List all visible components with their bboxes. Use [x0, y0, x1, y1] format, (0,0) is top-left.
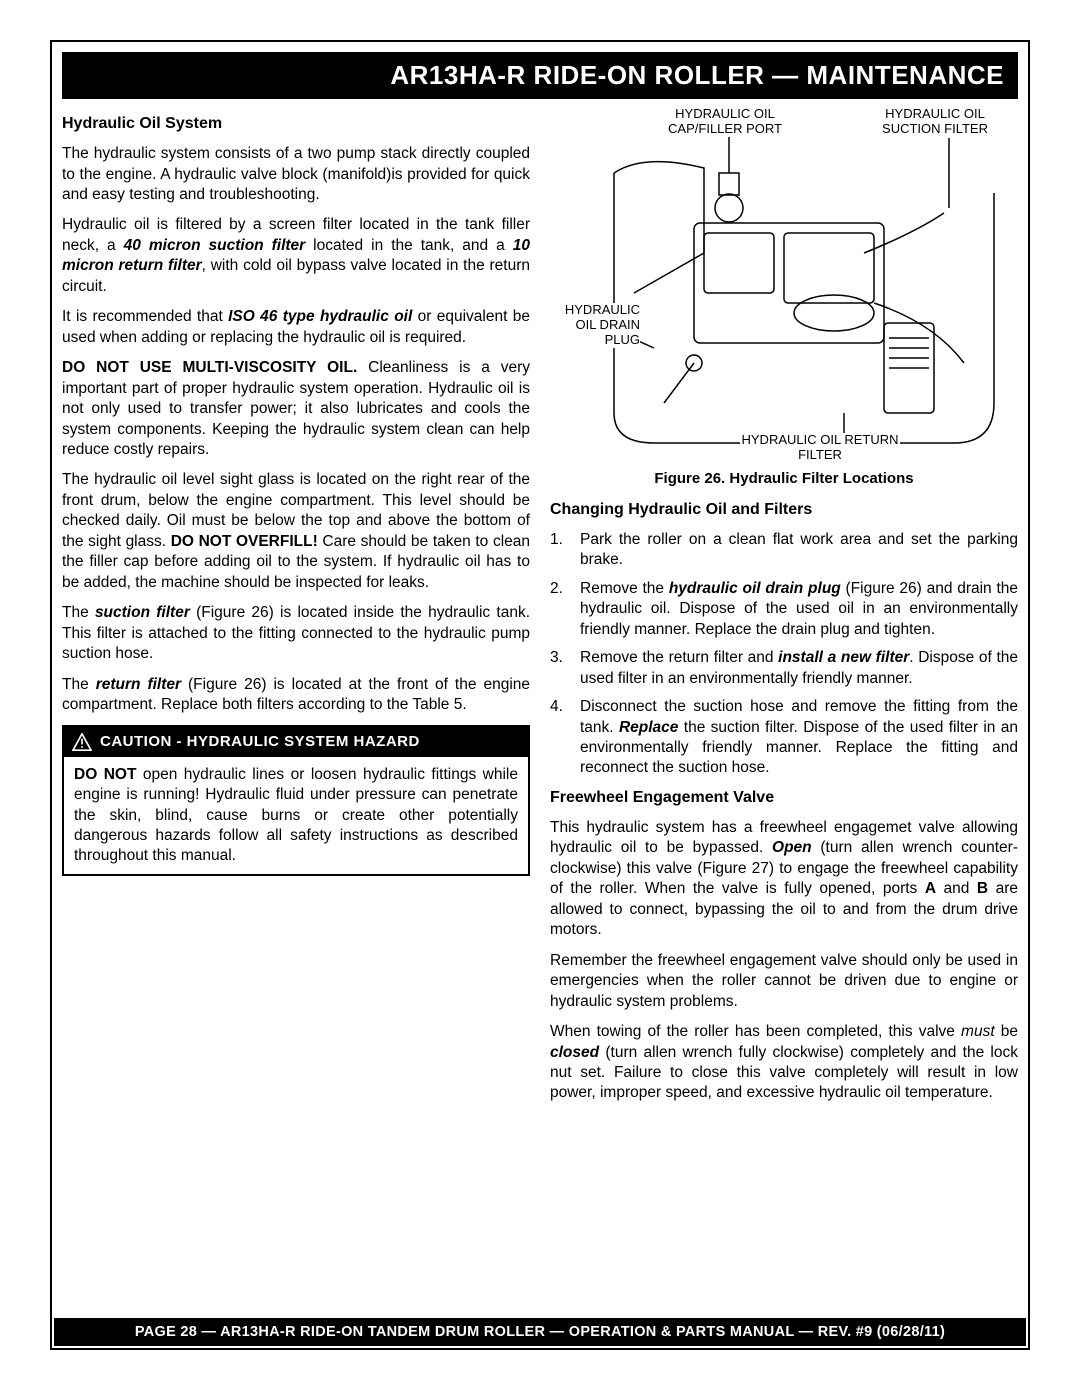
- para-no-multi-viscosity: DO NOT USE MULTI-VISCOSITY OIL. Cleanlin…: [62, 358, 530, 460]
- figure-svg: [550, 113, 1018, 463]
- para-sight-glass: The hydraulic oil level sight glass is l…: [62, 470, 530, 593]
- step-4: Disconnect the suction hose and remove t…: [550, 697, 1018, 779]
- para-iso46: It is recommended that ISO 46 type hydra…: [62, 307, 530, 348]
- label-suction-filter: HYDRAULIC OIL SUCTION FILTER: [860, 107, 1010, 137]
- para-suction-filter: The suction filter (Figure 26) is locate…: [62, 603, 530, 664]
- caution-body: DO NOT open hydraulic lines or loosen hy…: [64, 757, 528, 874]
- warning-icon: [72, 733, 92, 751]
- caution-box: CAUTION - HYDRAULIC SYSTEM HAZARD DO NOT…: [62, 725, 530, 876]
- right-column: HYDRAULIC OIL CAP/FILLER PORT HYDRAULIC …: [550, 113, 1018, 1114]
- para-freewheel-2: Remember the freewheel engagement valve …: [550, 951, 1018, 1012]
- page-title: AR13HA-R RIDE-ON ROLLER — MAINTENANCE: [390, 60, 1004, 90]
- label-drain-plug: HYDRAULIC OIL DRAIN PLUG: [545, 303, 640, 348]
- step-2: Remove the hydraulic oil drain plug (Fig…: [550, 579, 1018, 640]
- step-3: Remove the return filter and install a n…: [550, 648, 1018, 689]
- page-border: AR13HA-R RIDE-ON ROLLER — MAINTENANCE Hy…: [50, 40, 1030, 1350]
- label-return-filter: HYDRAULIC OIL RETURN FILTER: [740, 433, 900, 463]
- content-columns: Hydraulic Oil System The hydraulic syste…: [62, 113, 1018, 1114]
- page-title-bar: AR13HA-R RIDE-ON ROLLER — MAINTENANCE: [62, 52, 1018, 99]
- caution-title: CAUTION - HYDRAULIC SYSTEM HAZARD: [100, 732, 420, 752]
- para-freewheel-3: When towing of the roller has been compl…: [550, 1022, 1018, 1104]
- footer-bar: PAGE 28 — AR13HA-R RIDE-ON TANDEM DRUM R…: [54, 1318, 1026, 1346]
- para-filters: Hydraulic oil is filtered by a screen fi…: [62, 215, 530, 297]
- footer-text: PAGE 28 — AR13HA-R RIDE-ON TANDEM DRUM R…: [135, 1324, 945, 1340]
- step-1: Park the roller on a clean flat work are…: [550, 530, 1018, 571]
- figure-caption: Figure 26. Hydraulic Filter Locations: [550, 469, 1018, 489]
- para-return-filter: The return filter (Figure 26) is located…: [62, 675, 530, 716]
- heading-hydraulic-oil-system: Hydraulic Oil System: [62, 113, 530, 134]
- left-column: Hydraulic Oil System The hydraulic syste…: [62, 113, 530, 1114]
- para-freewheel-1: This hydraulic system has a freewheel en…: [550, 818, 1018, 941]
- heading-freewheel: Freewheel Engagement Valve: [550, 787, 1018, 808]
- para-system-desc: The hydraulic system consists of a two p…: [62, 144, 530, 205]
- heading-changing-oil: Changing Hydraulic Oil and Filters: [550, 499, 1018, 520]
- steps-list: Park the roller on a clean flat work are…: [550, 530, 1018, 779]
- figure-26: HYDRAULIC OIL CAP/FILLER PORT HYDRAULIC …: [550, 113, 1018, 463]
- label-cap-filler: HYDRAULIC OIL CAP/FILLER PORT: [645, 107, 805, 137]
- caution-header: CAUTION - HYDRAULIC SYSTEM HAZARD: [64, 727, 528, 757]
